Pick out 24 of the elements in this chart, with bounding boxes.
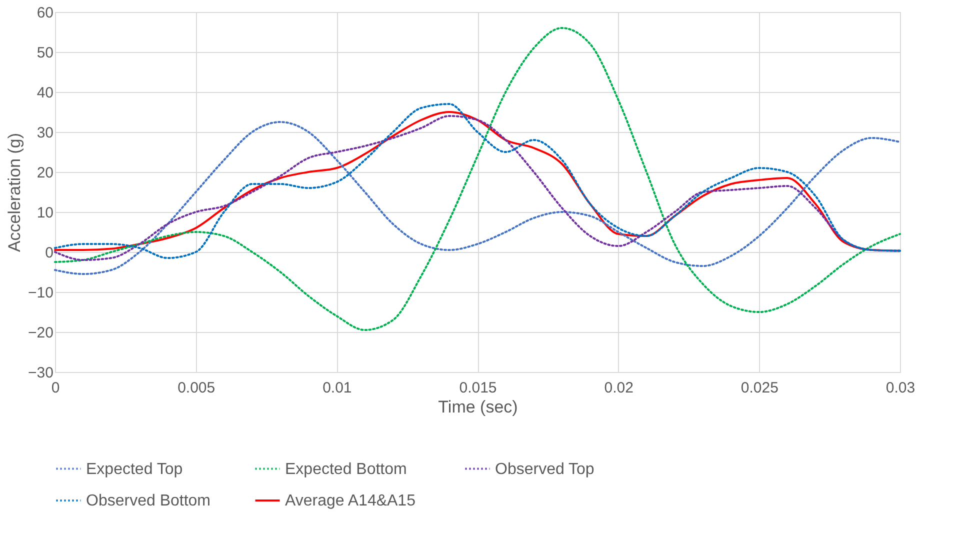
x-tick-label: 0.025 — [740, 380, 778, 396]
x-tick-label: 0.005 — [178, 380, 216, 396]
x-tick-label: 0.02 — [604, 380, 634, 396]
x-axis-title: Time (sec) — [438, 398, 518, 416]
legend-label: Observed Bottom — [86, 492, 210, 510]
y-tick-label: 40 — [36, 84, 54, 102]
x-tick-label: 0.03 — [886, 380, 916, 396]
legend-label: Average A14&A15 — [285, 492, 416, 510]
y-tick-label: 50 — [36, 44, 54, 62]
y-tick-label: 20 — [36, 164, 54, 182]
y-tick-label: −10 — [28, 284, 54, 302]
legend-label: Expected Bottom — [285, 460, 407, 478]
y-axis-title: Acceleration (g) — [5, 132, 24, 252]
legend-label: Observed Top — [495, 460, 594, 478]
y-tick-label: −20 — [28, 324, 54, 342]
legend-label: Expected Top — [86, 460, 183, 478]
x-tick-label: 0.015 — [459, 380, 497, 396]
y-tick-label: 60 — [36, 4, 54, 22]
x-tick-label: 0.01 — [322, 380, 352, 396]
y-tick-label: 30 — [36, 124, 54, 142]
y-tick-label: 10 — [36, 204, 54, 222]
y-tick-label: −30 — [28, 364, 54, 382]
y-tick-label: 0 — [45, 244, 54, 262]
line-series — [54, 27, 901, 331]
